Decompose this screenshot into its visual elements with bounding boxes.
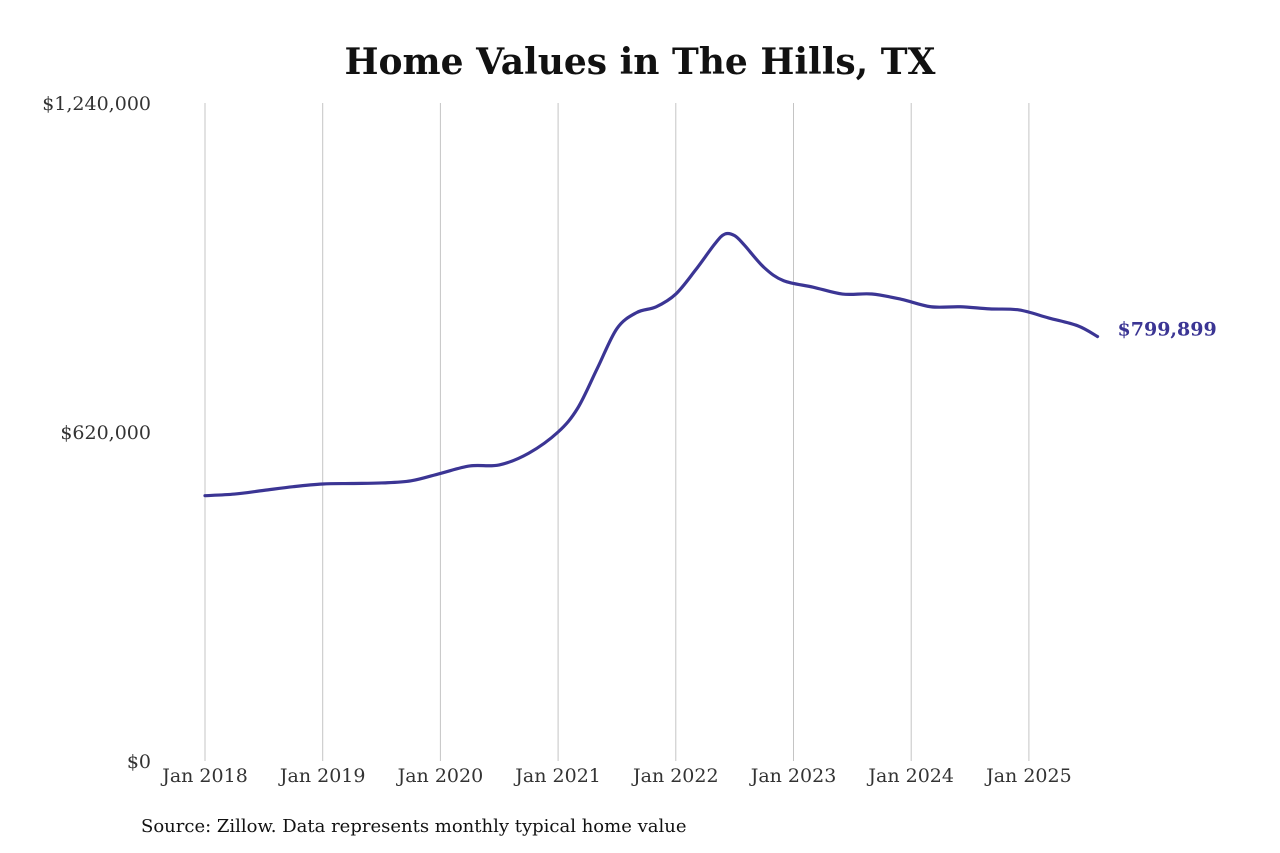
y-tick-label: $620,000 <box>60 422 151 444</box>
x-tick-label: Jan 2023 <box>749 765 837 787</box>
x-tick-label: Jan 2021 <box>513 765 601 787</box>
chart-title: Home Values in The Hills, TX <box>344 41 936 83</box>
x-tick-label: Jan 2020 <box>396 765 484 787</box>
end-value-label: $799,899 <box>1118 319 1217 341</box>
x-tick-label: Jan 2022 <box>631 765 719 787</box>
series-layer <box>203 231 1100 498</box>
y-tick-label: $1,240,000 <box>42 93 151 115</box>
x-tick-label: Jan 2019 <box>278 765 366 787</box>
x-axis-ticks: Jan 2018 Jan 2019 Jan 2020 Jan 2021 Jan 2022… <box>160 765 1071 787</box>
y-tick-label: $0 <box>127 751 151 773</box>
source-note: Source: Zillow. Data represents monthly … <box>141 816 687 837</box>
x-tick-label: Jan 2025 <box>984 765 1072 787</box>
grid-lines <box>204 103 1030 761</box>
end-label-layer: $799,899 <box>1118 319 1217 341</box>
x-tick-label: Jan 2018 <box>160 765 248 787</box>
y-axis-ticks: $0 $620,000 $1,240,000 <box>42 93 151 773</box>
series-line-0 <box>203 231 1100 498</box>
x-tick-label: Jan 2024 <box>866 765 954 787</box>
